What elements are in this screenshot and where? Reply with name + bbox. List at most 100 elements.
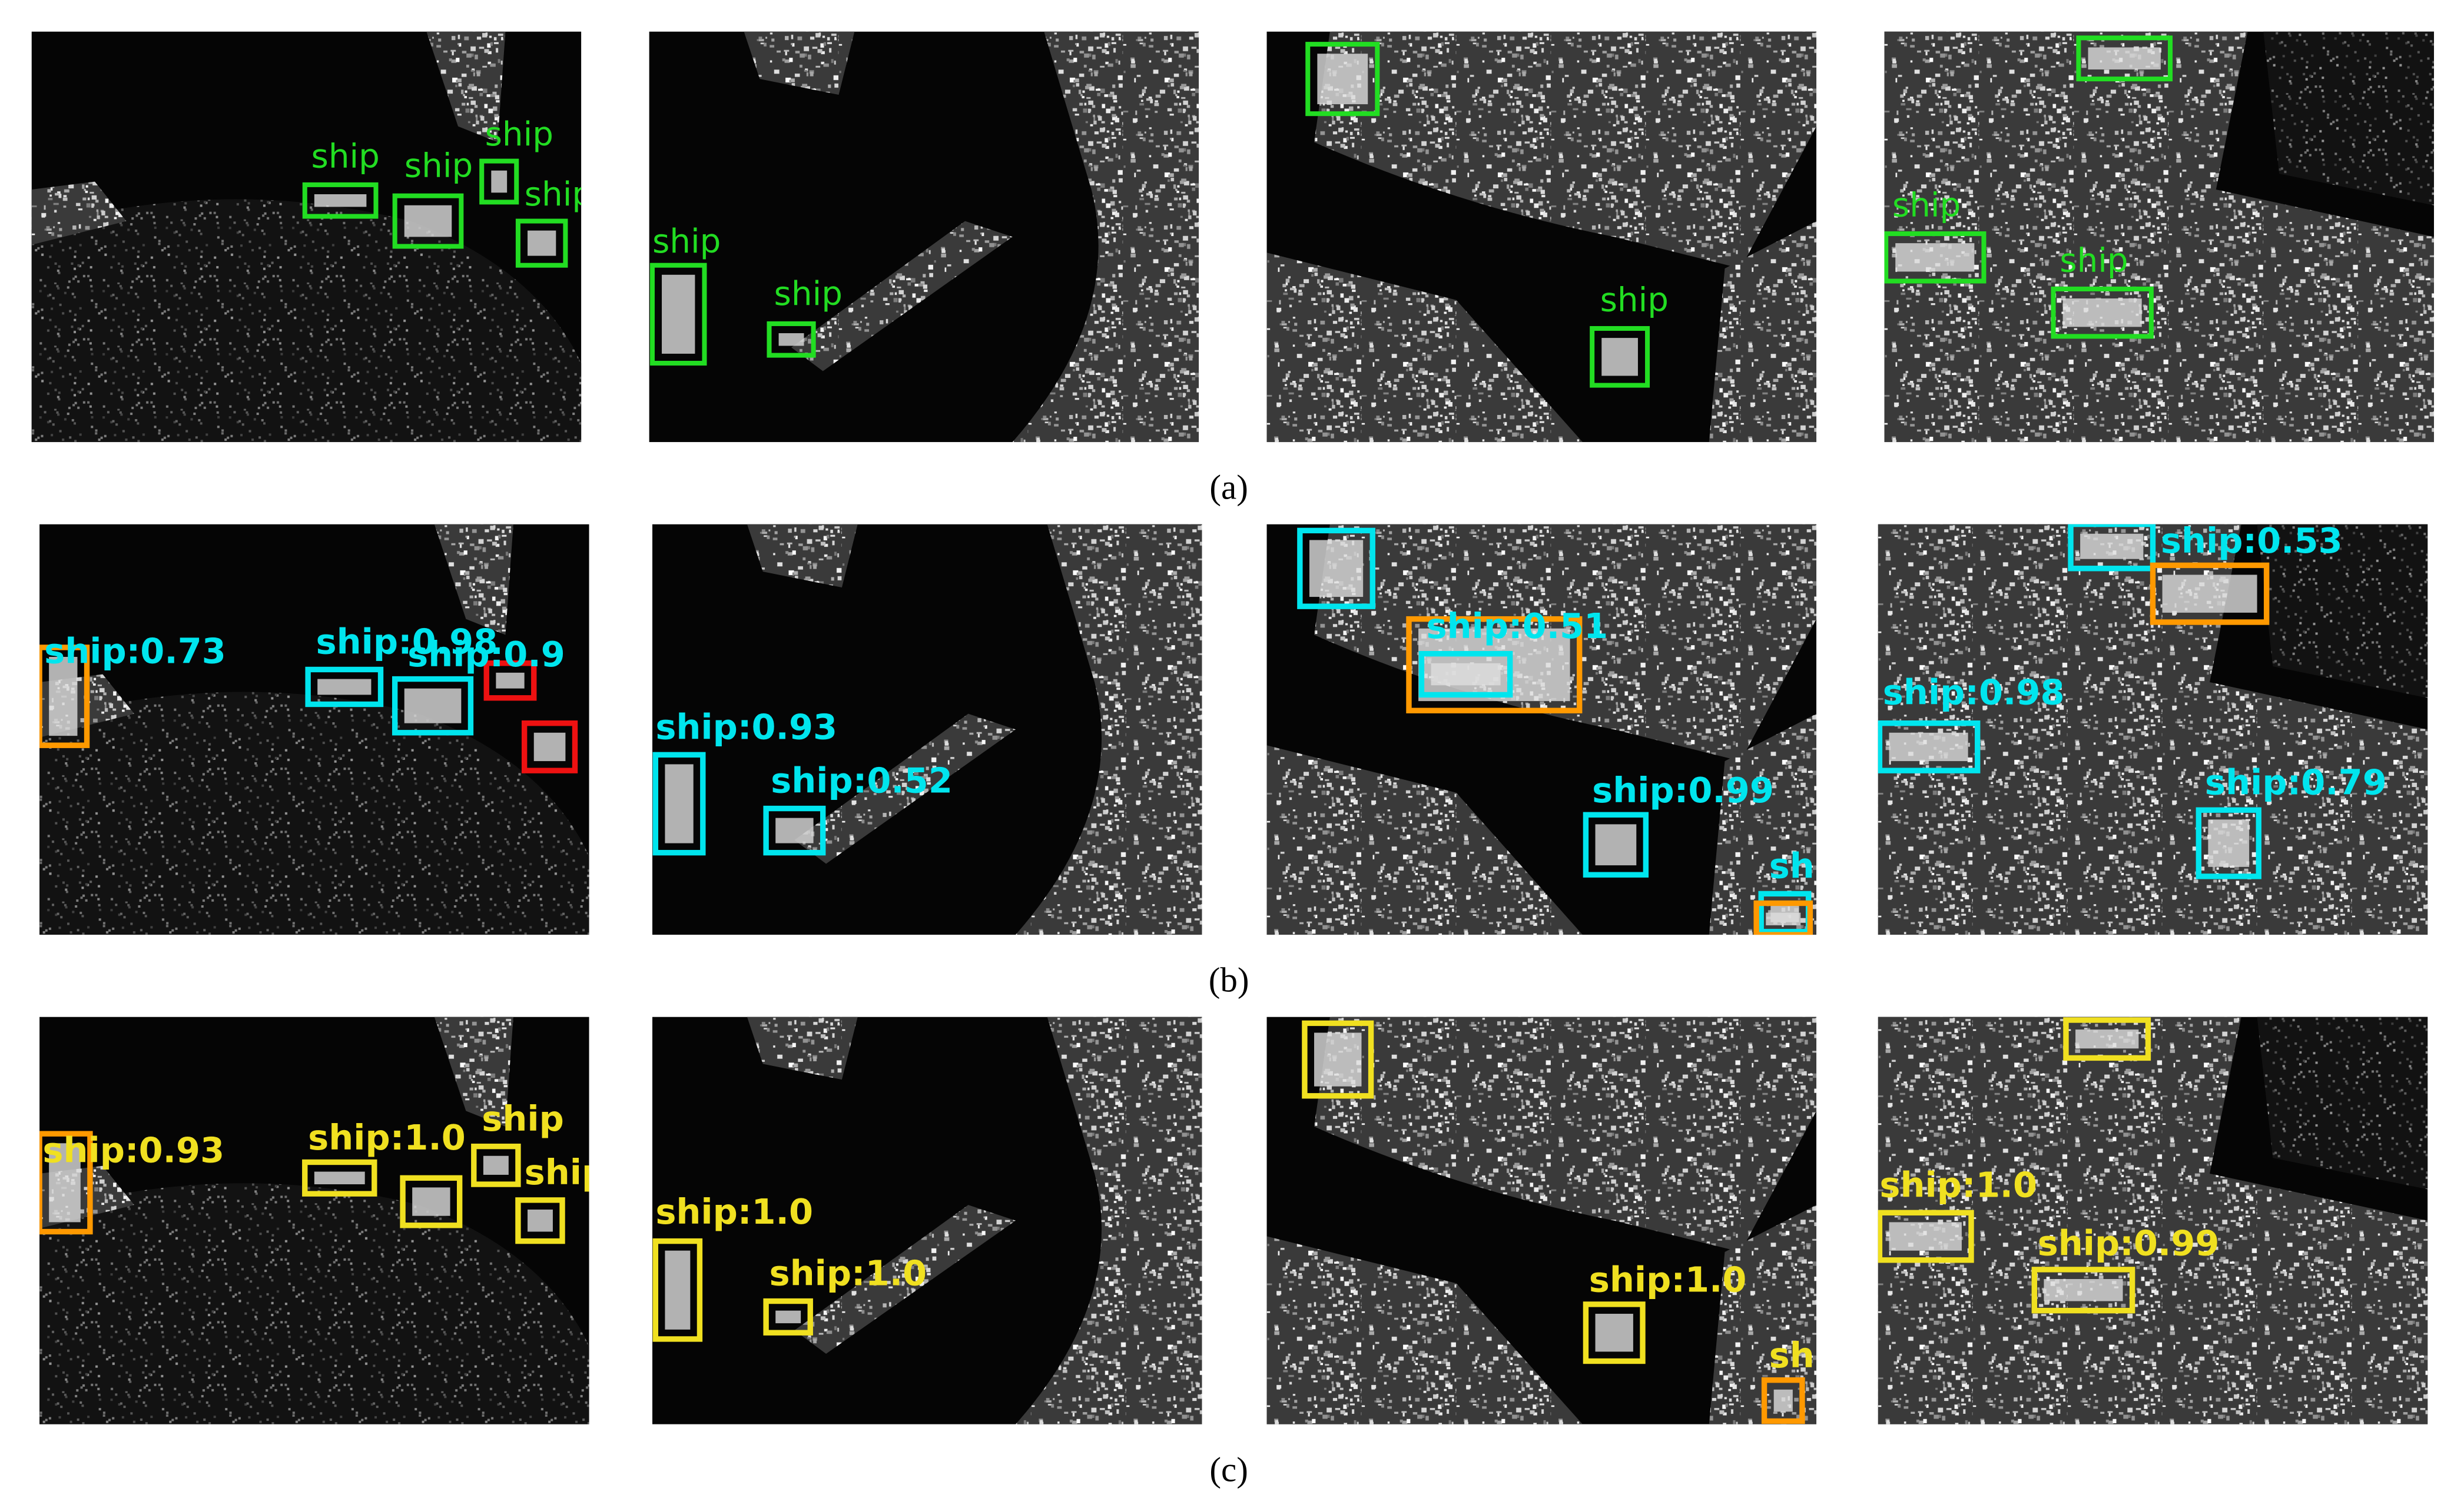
image-content: ship ship: [649, 31, 1199, 443]
detection-box: [763, 805, 826, 856]
detection-box: [2051, 286, 2154, 339]
ship-target: [496, 672, 525, 689]
detection-label: ship:1.0: [1589, 1259, 1747, 1300]
detection-label: sh: [1769, 1335, 1815, 1376]
land: [1015, 524, 1202, 935]
sar-image: ship:0.53 ship:0.98 ship:0.79: [1878, 520, 2428, 935]
detection-label: ship:1.0: [655, 1191, 813, 1232]
detection-label: ship: [311, 137, 379, 175]
land: [2257, 524, 2428, 698]
land: [747, 524, 858, 587]
land: [2257, 1017, 2428, 1190]
detection-box: [392, 193, 464, 249]
detection-label: ship: [2060, 241, 2128, 280]
sar-image: ship ship: [1884, 31, 2435, 443]
ship-target: [528, 230, 556, 256]
land: [1015, 1017, 1202, 1424]
ship-target: [2075, 1029, 2139, 1049]
ship-target: [775, 818, 814, 843]
ship-target: [2208, 819, 2250, 867]
land: [1266, 1236, 1583, 1424]
ship-target: [1895, 243, 1975, 272]
detection-label: ship: [774, 275, 843, 313]
detection-box: [652, 752, 706, 856]
image-content: ship:0.51 ship:0.99 sh: [1266, 524, 1817, 935]
ship-target: [2062, 298, 2142, 327]
sar-image: ship:0.93 ship:0.52: [652, 524, 1202, 935]
detection-label: ship:0.9: [407, 634, 565, 675]
detection-box: [515, 218, 568, 268]
detection-label: ship:0.93: [655, 707, 837, 748]
ship-target: [2088, 47, 2161, 70]
ship-target: [665, 764, 694, 843]
land: [1314, 31, 1817, 269]
ship-target: [1889, 1222, 1962, 1251]
detection-box: [652, 1238, 703, 1342]
ship-target: [665, 1250, 691, 1330]
panel-caption: (a): [1209, 468, 1248, 507]
detection-box: [1761, 1377, 1805, 1424]
sar-image: ship:1.0 sh: [1266, 1017, 1817, 1424]
detection-box: [1418, 650, 1513, 698]
land: [31, 199, 582, 443]
ship-target: [533, 732, 566, 762]
land: [1878, 1017, 2428, 1424]
land: [1709, 713, 1817, 935]
sar-image: ship:0.93 ship:1.0 ship ship: [39, 1017, 589, 1424]
detection-box: [767, 321, 816, 358]
land: [426, 31, 506, 142]
detection-box: [400, 1175, 463, 1228]
ship-target: [1601, 338, 1638, 376]
detection-box: [1884, 231, 1987, 284]
detection-label: ship: [482, 1098, 564, 1139]
detection-label: ship: [485, 115, 553, 154]
detection-box: [39, 645, 90, 748]
detection-box: [1878, 720, 1981, 773]
image-content: ship:0.93 ship:1.0 ship ship: [39, 1017, 589, 1424]
ship-target: [1314, 1032, 1362, 1087]
detection-label: ship:0.99: [1592, 770, 1774, 811]
detection-label: ship:0.51: [1426, 606, 1608, 646]
ship-target: [314, 194, 367, 207]
panel-caption: (c): [1209, 1450, 1248, 1489]
detection-label: ship:0.52: [771, 760, 953, 801]
detection-box: [2063, 1017, 2151, 1061]
land: [1884, 31, 2435, 443]
detection-box: [1297, 527, 1375, 609]
detection-box: [521, 720, 578, 773]
detection-box: [1753, 900, 1813, 935]
detection-label: ship: [525, 175, 593, 214]
detection-box: [1305, 42, 1380, 117]
land: [1012, 31, 1199, 443]
detection-box: [2076, 35, 2173, 82]
detection-box: [515, 1197, 565, 1244]
land: [39, 692, 589, 935]
sar-image: ship ship ship ship: [31, 31, 593, 443]
ship-target: [404, 688, 462, 723]
ship-target: [775, 1310, 801, 1324]
detection-box: [392, 676, 474, 736]
land: [1709, 221, 1817, 443]
land: [744, 31, 855, 95]
detection-label: ship: [404, 147, 473, 185]
detection-box: [471, 1143, 521, 1187]
ship-target: [2162, 574, 2257, 613]
ship-target: [412, 1187, 450, 1216]
ship-target: [317, 679, 372, 695]
detection-label: ship:0.73: [44, 631, 226, 672]
land: [747, 1017, 858, 1080]
panel-caption: (b): [1209, 961, 1249, 999]
detection-label: ship:0.53: [2161, 520, 2343, 561]
ship-target: [314, 1171, 365, 1185]
land: [1266, 745, 1583, 935]
ship-target: [1595, 1314, 1633, 1352]
ship-target: [404, 205, 452, 237]
detection-box: [305, 666, 384, 708]
detection-box: [2150, 562, 2270, 625]
land: [434, 1017, 513, 1127]
ship-target: [483, 1155, 509, 1175]
detection-box: [1583, 812, 1649, 878]
detection-box: [1302, 1020, 1374, 1099]
